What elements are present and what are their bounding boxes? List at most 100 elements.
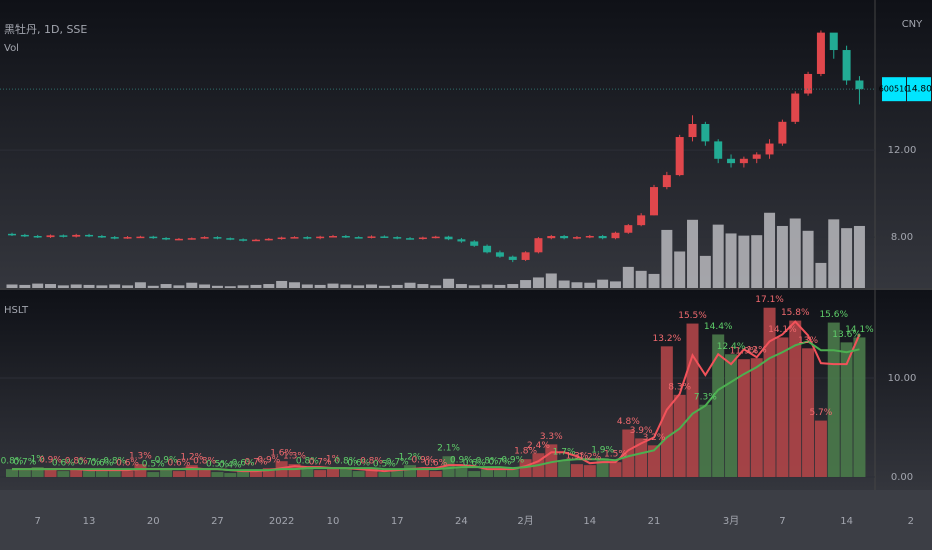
turnover-bar — [789, 320, 802, 478]
value-label: 0.4% — [219, 461, 242, 471]
value-label: 1% — [31, 455, 46, 465]
candle-body — [457, 239, 466, 242]
x-tick-label: 27 — [211, 516, 224, 527]
turnover-bar — [763, 307, 776, 478]
turnover-bar — [609, 462, 622, 478]
candle-body — [431, 236, 440, 239]
volume-bar — [507, 284, 519, 288]
value-label: 0.8% — [360, 457, 383, 467]
turnover-bar — [249, 470, 262, 478]
volume-bar — [712, 224, 724, 288]
value-label: 3.2% — [643, 433, 666, 443]
volume-bar — [70, 284, 82, 288]
value-label: 0.8% — [103, 457, 126, 467]
volume-bar — [455, 284, 467, 288]
volume-bar — [558, 280, 570, 288]
volume-bar — [597, 279, 609, 288]
chart-title: 黑牡丹, 1D, SSE — [4, 22, 87, 36]
volume-bar — [802, 230, 814, 288]
value-label: 15.8% — [781, 308, 810, 318]
value-label: 7.3% — [694, 392, 717, 402]
candle-body — [136, 236, 145, 239]
turnover-bar — [314, 470, 327, 478]
volume-bar — [45, 284, 57, 288]
candle-body — [46, 235, 55, 238]
candle-body — [611, 232, 620, 239]
volume-bar — [314, 284, 326, 288]
turnover-bar — [455, 468, 468, 478]
candle-body — [418, 237, 427, 240]
value-label: 1.6% — [270, 449, 293, 459]
candle-body — [20, 234, 29, 237]
candle-body — [213, 237, 222, 239]
turnover-bar — [224, 473, 237, 478]
volume-bar — [391, 284, 403, 288]
price-tag-bg — [907, 77, 931, 102]
turnover-bar — [160, 468, 173, 478]
turnover-bar — [95, 471, 108, 478]
volume-bar — [19, 284, 31, 288]
turnover-bar — [699, 404, 712, 478]
candle-body — [316, 236, 325, 239]
turnover-bar — [262, 468, 275, 478]
candle-body — [598, 236, 607, 239]
turnover-bar — [301, 469, 314, 478]
value-label: 0.9% — [257, 456, 280, 466]
volume-bar — [751, 235, 763, 288]
value-label: 1.2% — [578, 453, 601, 463]
volume-bar — [571, 282, 583, 288]
volume-bar — [789, 218, 801, 288]
volume-bar — [263, 284, 275, 288]
turnover-bar — [6, 469, 18, 478]
candle-body — [85, 234, 94, 237]
price-tag: 14.80 — [906, 85, 932, 95]
volume-bar — [725, 233, 737, 288]
x-tick-label: 24 — [455, 516, 468, 527]
volume-bar — [443, 278, 455, 288]
candle-body — [816, 32, 825, 74]
value-label: 1.2% — [399, 453, 422, 463]
x-tick-label: 7 — [779, 516, 785, 527]
candle-body — [572, 237, 581, 239]
turnover-bar — [442, 456, 455, 478]
turnover-bar — [493, 470, 506, 478]
turnover-bar — [365, 469, 378, 478]
volume-bar — [468, 285, 480, 288]
value-label: 15.6% — [819, 310, 848, 320]
volume-bar — [699, 255, 711, 288]
value-label: 0.6% — [90, 459, 113, 469]
turnover-bar — [814, 420, 827, 478]
volume-bar — [199, 284, 211, 288]
candle-body — [534, 238, 543, 253]
volume-bar — [687, 219, 699, 288]
candle-body — [508, 256, 517, 260]
volume-bar — [853, 225, 865, 288]
volume-bar — [173, 285, 185, 288]
candle-body — [637, 215, 646, 226]
value-label: 0.6% — [167, 459, 190, 469]
candle-body — [110, 237, 119, 239]
value-label: 0.9% — [501, 456, 524, 466]
value-label: 0.6% — [232, 459, 255, 469]
time-axis — [0, 490, 932, 550]
turnover-bar — [44, 468, 57, 478]
value-label: 0.7% — [13, 458, 36, 468]
value-label: 12.4% — [717, 342, 746, 352]
candle-body — [329, 236, 337, 238]
y-tick-label: 8.00 — [891, 232, 913, 243]
candle-body — [650, 187, 658, 216]
value-label: 0.8% — [193, 457, 216, 467]
candle-body — [560, 236, 569, 239]
turnover-bar — [429, 471, 442, 478]
volume-bar — [841, 228, 853, 288]
turnover-bar — [648, 445, 660, 478]
turnover-bar — [570, 464, 583, 478]
candle-body — [778, 121, 787, 144]
value-label: 13.2% — [653, 334, 682, 344]
candle-body — [855, 80, 864, 90]
volume-bar — [494, 284, 506, 288]
volume-bar — [211, 285, 223, 288]
turnover-bar — [416, 468, 429, 478]
candle-body — [752, 154, 761, 159]
volume-bar — [430, 285, 442, 288]
